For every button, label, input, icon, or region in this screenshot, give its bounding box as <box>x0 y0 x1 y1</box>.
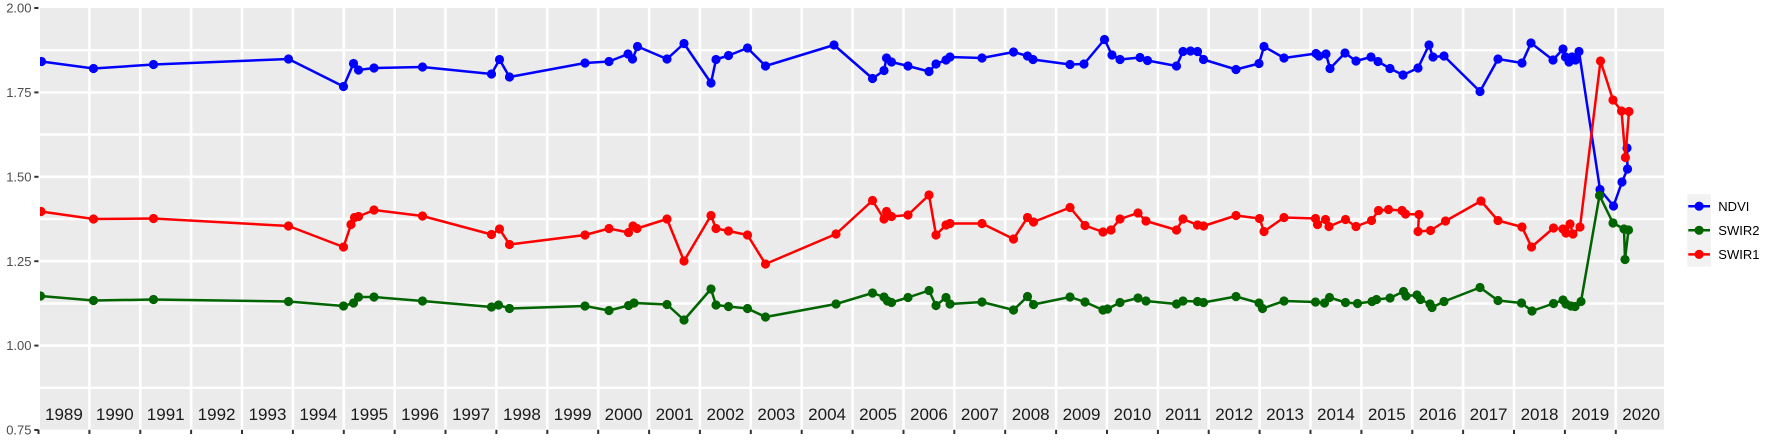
svg-text:1997: 1997 <box>452 405 490 424</box>
svg-text:SWIR2: SWIR2 <box>1718 223 1759 238</box>
svg-text:2018: 2018 <box>1521 405 1559 424</box>
svg-text:1996: 1996 <box>401 405 439 424</box>
svg-text:1990: 1990 <box>96 405 134 424</box>
svg-text:1993: 1993 <box>249 405 287 424</box>
svg-text:1989: 1989 <box>45 405 83 424</box>
svg-text:2012: 2012 <box>1215 405 1253 424</box>
svg-text:1994: 1994 <box>299 405 337 424</box>
svg-text:2005: 2005 <box>859 405 897 424</box>
svg-text:2002: 2002 <box>706 405 744 424</box>
svg-text:1.25: 1.25 <box>6 254 31 269</box>
svg-text:2004: 2004 <box>808 405 846 424</box>
svg-text:2016: 2016 <box>1419 405 1457 424</box>
svg-text:1999: 1999 <box>554 405 592 424</box>
svg-text:2006: 2006 <box>910 405 948 424</box>
svg-text:NDVI: NDVI <box>1718 199 1749 214</box>
svg-text:1998: 1998 <box>503 405 541 424</box>
svg-text:2015: 2015 <box>1368 405 1406 424</box>
svg-text:2007: 2007 <box>961 405 999 424</box>
svg-text:1995: 1995 <box>350 405 388 424</box>
svg-text:2.00: 2.00 <box>6 1 31 16</box>
svg-text:2010: 2010 <box>1113 405 1151 424</box>
svg-text:2003: 2003 <box>757 405 795 424</box>
svg-text:2014: 2014 <box>1317 405 1355 424</box>
svg-text:1.50: 1.50 <box>6 169 31 184</box>
svg-text:SWIR1: SWIR1 <box>1718 247 1759 262</box>
svg-text:2017: 2017 <box>1470 405 1508 424</box>
svg-text:1992: 1992 <box>198 405 236 424</box>
svg-text:0.75: 0.75 <box>6 423 31 438</box>
svg-text:2013: 2013 <box>1266 405 1304 424</box>
svg-text:2009: 2009 <box>1063 405 1101 424</box>
svg-text:2000: 2000 <box>605 405 643 424</box>
svg-text:2019: 2019 <box>1571 405 1609 424</box>
svg-text:2011: 2011 <box>1165 405 1202 424</box>
svg-text:2001: 2001 <box>656 405 694 424</box>
svg-text:1.75: 1.75 <box>6 85 31 100</box>
svg-text:1991: 1991 <box>147 405 185 424</box>
svg-text:2020: 2020 <box>1622 405 1660 424</box>
svg-text:1.00: 1.00 <box>6 338 31 353</box>
svg-text:2008: 2008 <box>1012 405 1050 424</box>
